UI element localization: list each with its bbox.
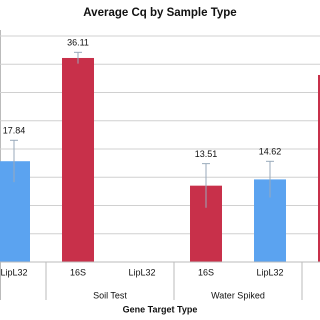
x-tick-label: LipL32 <box>256 267 283 277</box>
value-label: 17.84 <box>3 126 26 136</box>
x-tick-label: 16S <box>70 267 86 277</box>
value-label: 36.11 <box>67 38 89 48</box>
bar <box>0 161 30 262</box>
chart-title: Average Cq by Sample Type <box>83 7 236 19</box>
x-axis-title: Gene Target Type <box>123 304 198 314</box>
value-label: 13.51 <box>195 149 218 159</box>
bar <box>318 74 320 262</box>
bar <box>62 57 94 262</box>
group-label: Water Spiked <box>211 290 265 300</box>
group-label: Soil Test <box>93 290 127 300</box>
x-tick-label: LipL32 <box>128 267 155 277</box>
x-tick-label: 16S <box>198 267 214 277</box>
x-tick-label: LipL32 <box>0 267 27 277</box>
value-label: 14.62 <box>259 147 282 157</box>
